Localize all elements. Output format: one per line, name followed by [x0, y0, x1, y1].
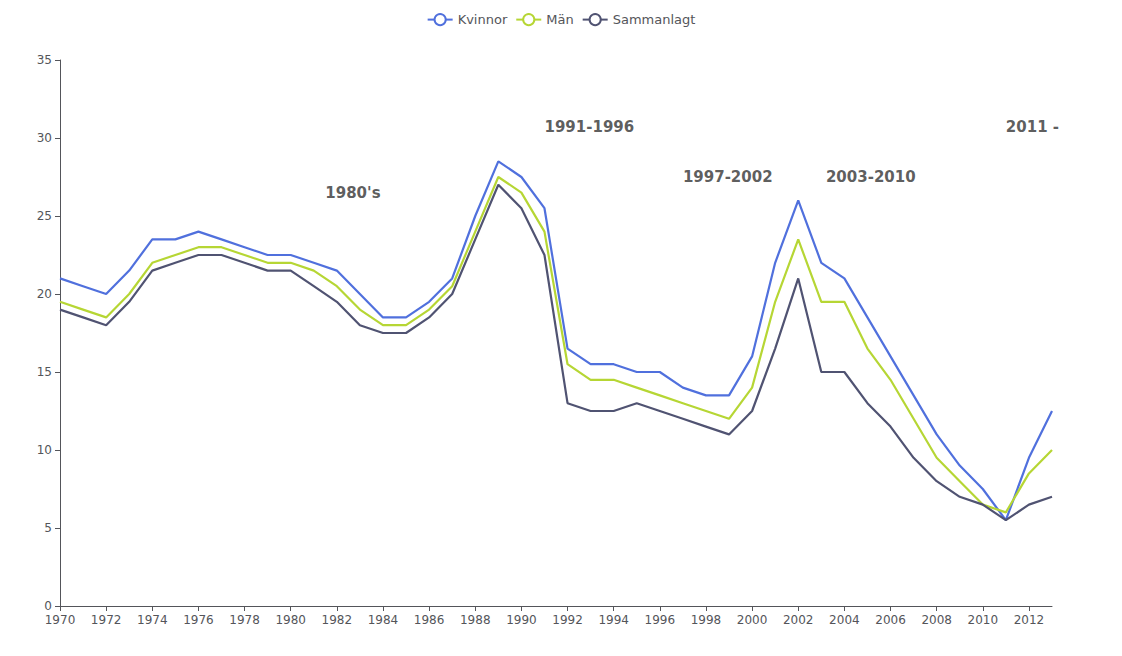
svg-text:1978: 1978 [229, 613, 260, 627]
svg-text:2003-2010: 2003-2010 [826, 168, 916, 186]
svg-text:1997-2002: 1997-2002 [683, 168, 773, 186]
svg-text:1992: 1992 [552, 613, 583, 627]
svg-text:5: 5 [44, 521, 52, 535]
svg-text:1974: 1974 [137, 613, 168, 627]
svg-text:Män: Män [546, 12, 573, 27]
svg-text:35: 35 [37, 53, 52, 67]
svg-text:1988: 1988 [460, 613, 491, 627]
svg-text:1970: 1970 [45, 613, 76, 627]
svg-text:30: 30 [37, 131, 52, 145]
svg-text:1998: 1998 [691, 613, 722, 627]
svg-text:10: 10 [37, 443, 52, 457]
svg-text:1986: 1986 [414, 613, 445, 627]
svg-text:2011 -: 2011 - [1006, 118, 1059, 136]
svg-text:25: 25 [37, 209, 52, 223]
svg-text:15: 15 [37, 365, 52, 379]
svg-text:1972: 1972 [91, 613, 122, 627]
svg-text:Sammanlagt: Sammanlagt [613, 12, 696, 27]
svg-text:2012: 2012 [1014, 613, 1045, 627]
svg-text:20: 20 [37, 287, 52, 301]
svg-text:2004: 2004 [829, 613, 860, 627]
svg-text:1994: 1994 [598, 613, 629, 627]
svg-text:2000: 2000 [737, 613, 768, 627]
svg-text:1980's: 1980's [325, 184, 380, 202]
svg-text:0: 0 [44, 599, 52, 613]
svg-text:1980: 1980 [275, 613, 306, 627]
svg-text:2010: 2010 [968, 613, 999, 627]
svg-text:2006: 2006 [875, 613, 906, 627]
svg-text:1976: 1976 [183, 613, 214, 627]
svg-text:1982: 1982 [322, 613, 353, 627]
svg-text:1990: 1990 [506, 613, 537, 627]
svg-text:2008: 2008 [921, 613, 952, 627]
svg-text:1984: 1984 [368, 613, 399, 627]
svg-text:2002: 2002 [783, 613, 814, 627]
svg-text:1991-1996: 1991-1996 [544, 118, 634, 136]
svg-text:1996: 1996 [645, 613, 676, 627]
svg-text:Kvinnor: Kvinnor [458, 12, 508, 27]
